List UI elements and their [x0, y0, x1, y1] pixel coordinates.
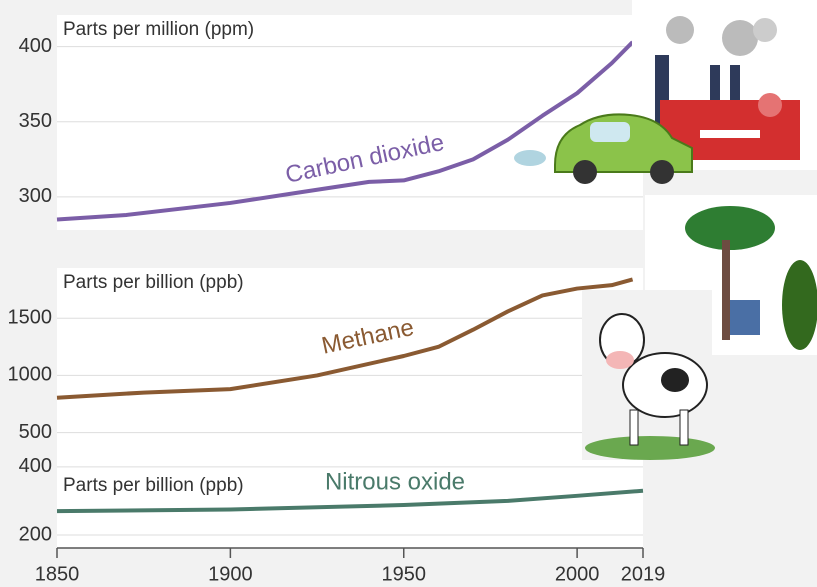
y-tick-label: 400: [19, 455, 52, 477]
y-tick-label: 500: [19, 421, 52, 443]
x-tick-label: 2000: [555, 563, 600, 585]
y-tick-label: 400: [19, 35, 52, 57]
y-axis-label: Parts per billion (ppb): [63, 272, 244, 293]
chart: 300350400Parts per million (ppm)Carbon d…: [0, 0, 817, 587]
x-tick-label: 2019: [621, 563, 666, 585]
cow-illustration: [582, 290, 715, 460]
x-tick-label: 1900: [208, 563, 253, 585]
y-tick-label: 300: [19, 185, 52, 207]
y-tick-label: 200: [19, 523, 52, 545]
page: 300350400Parts per million (ppm)Carbon d…: [0, 0, 817, 587]
plot-area: [57, 15, 643, 230]
y-tick-label: 1500: [8, 307, 53, 329]
x-tick-label: 1950: [381, 563, 426, 585]
x-tick-label: 1850: [35, 563, 80, 585]
y-tick-label: 1000: [8, 364, 53, 386]
panel: 200 400 Parts per billion (ppb) Nitrous oxi…: [19, 455, 643, 548]
plot-area: [57, 268, 643, 460]
y-tick-label: 350: [19, 110, 52, 132]
y-axis-label: Parts per million (ppm): [63, 19, 254, 40]
y-axis-label: Parts per billion (ppb): [63, 475, 244, 496]
series-label: Nitrous oxide: [325, 468, 465, 495]
